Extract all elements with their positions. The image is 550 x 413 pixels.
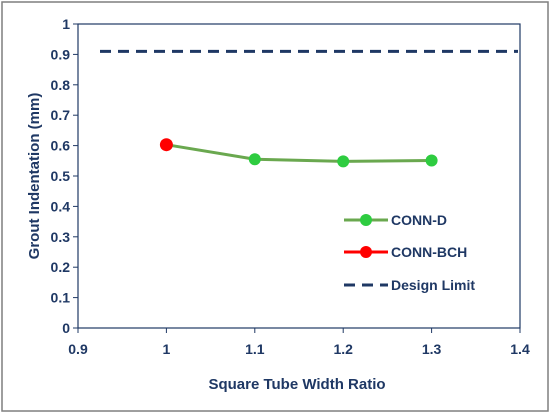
y-tick-label: 0.7 — [51, 107, 71, 123]
x-axis-title: Square Tube Width Ratio — [208, 376, 385, 393]
x-tick-label: 1.4 — [510, 341, 530, 357]
legend-label-design-limit: Design Limit — [391, 277, 475, 293]
data-point-conn-d — [425, 154, 438, 167]
legend-label-conn-bch: CONN-BCH — [391, 244, 467, 260]
y-axis-ticks: 0 0.1 0.2 0.3 0.4 0.5 0.6 0.7 0.8 0.9 1 — [51, 16, 78, 336]
x-tick-label: 0.9 — [68, 341, 88, 357]
legend-label-conn-d: CONN-D — [391, 212, 447, 228]
x-axis-ticks: 0.9 1 1.1 1.2 1.3 1.4 — [68, 328, 530, 357]
y-tick-label: 0.2 — [51, 259, 71, 275]
x-tick-label: 1.2 — [333, 341, 353, 357]
y-tick-label: 0.4 — [51, 198, 71, 214]
y-tick-label: 0.3 — [51, 229, 71, 245]
y-tick-label: 0 — [62, 320, 70, 336]
y-tick-label: 0.8 — [51, 77, 71, 93]
legend: CONN-D CONN-BCH Design Limit — [344, 212, 475, 293]
legend-marker-conn-bch — [360, 246, 372, 258]
data-point-conn-d — [248, 153, 261, 166]
y-tick-label: 0.6 — [51, 138, 71, 154]
plot-area — [77, 23, 521, 329]
series-layer — [100, 49, 518, 168]
y-axis-title: Grout Indentation (mm) — [26, 93, 43, 260]
x-tick-label: 1.1 — [245, 341, 265, 357]
y-tick-label: 0.5 — [51, 168, 71, 184]
y-tick-label: 0.9 — [51, 46, 71, 62]
y-tick-label: 0.1 — [51, 290, 71, 306]
y-tick-label: 1 — [62, 16, 70, 32]
x-tick-label: 1 — [163, 341, 171, 357]
legend-marker-conn-d — [360, 214, 372, 226]
data-point-conn-d — [337, 155, 350, 168]
series-line-conn-d — [166, 143, 432, 163]
x-tick-label: 1.3 — [422, 341, 442, 357]
data-point-conn-bch — [159, 138, 173, 152]
